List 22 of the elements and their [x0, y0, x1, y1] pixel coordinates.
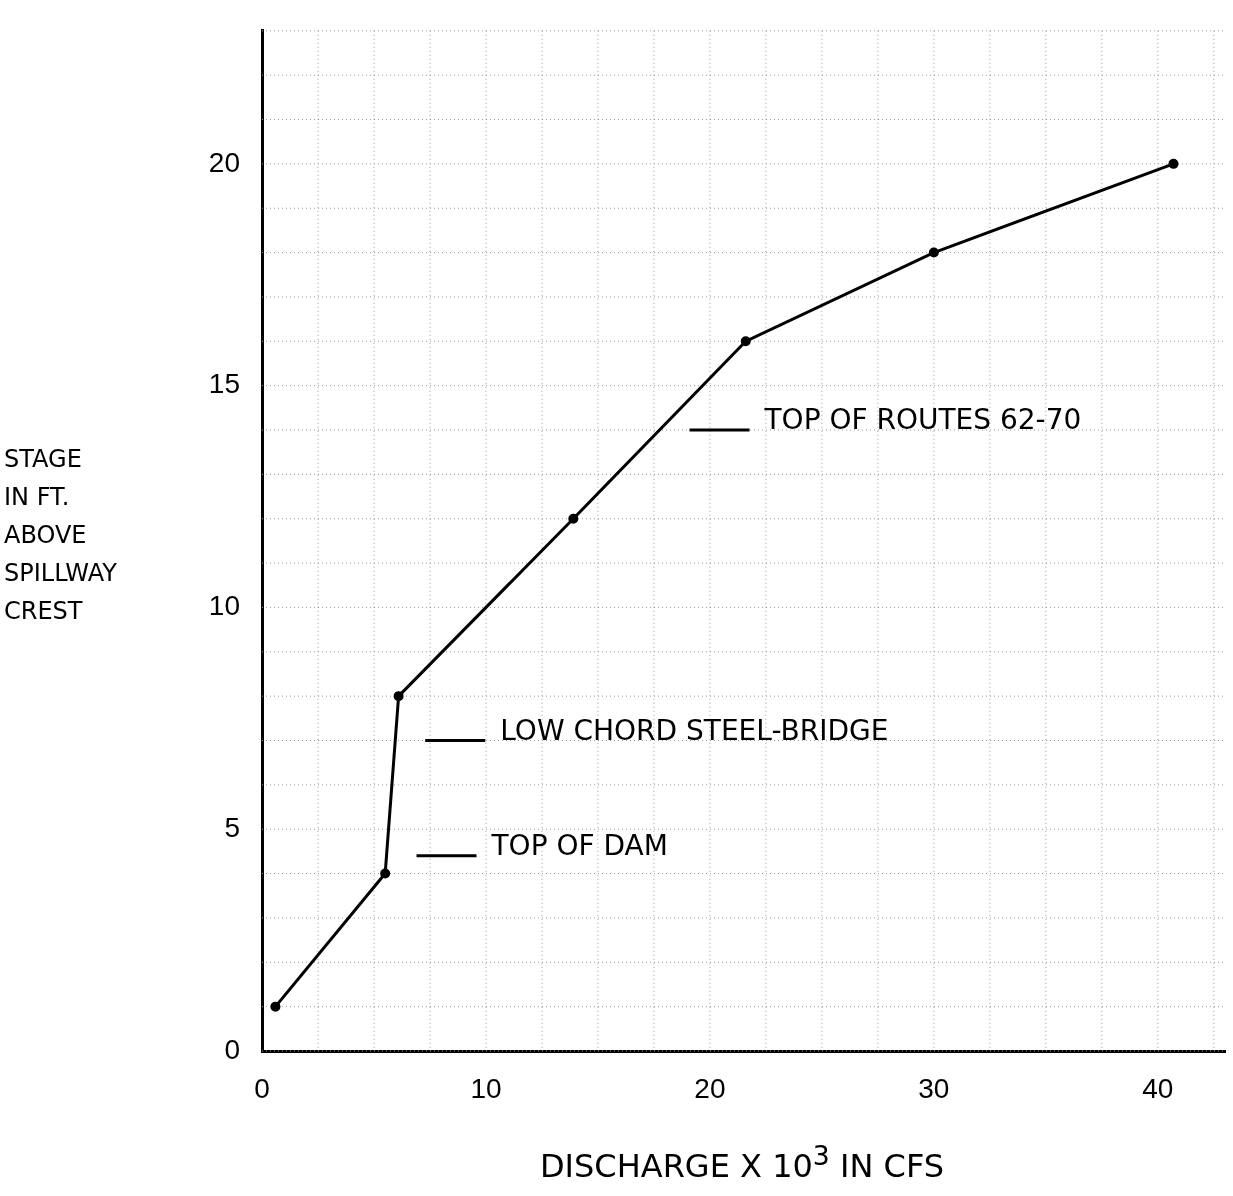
y-tick-label: 15: [208, 368, 240, 400]
x-tick-label: 30: [918, 1072, 950, 1104]
y-tick-label: 20: [208, 146, 240, 178]
y-tick-label: 10: [208, 590, 240, 622]
y-tick-label: 5: [224, 811, 240, 843]
y-tick-label: 0: [224, 1033, 240, 1065]
point: [568, 513, 579, 524]
ref-line-label: LOW CHORD STEEL-BRIDGE: [500, 713, 889, 747]
x-tick-label: 40: [1142, 1072, 1174, 1104]
point: [393, 691, 404, 702]
y-axis-title: STAGE IN FT. ABOVE SPILLWAY CREST: [4, 444, 117, 627]
x-tick-label: 20: [694, 1072, 726, 1104]
point: [740, 336, 751, 347]
point: [1168, 158, 1179, 169]
point: [380, 868, 391, 879]
point: [928, 247, 939, 258]
ref-line-label: TOP OF DAM: [490, 829, 668, 863]
x-tick-label: 0: [254, 1072, 270, 1104]
point: [270, 1001, 281, 1012]
x-tick-label: 10: [470, 1072, 502, 1104]
ref-line-label: TOP OF ROUTES 62-70: [763, 403, 1082, 437]
x-axis-title: DISCHARGE X 10$^{3}$ IN CFS: [538, 1140, 946, 1185]
